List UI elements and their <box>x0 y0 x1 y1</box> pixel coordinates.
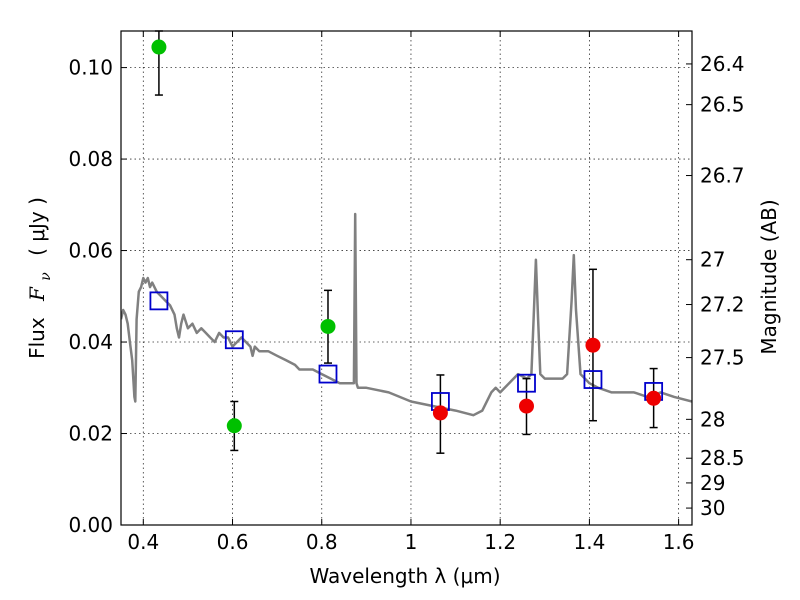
x-tick-label: 1.6 <box>663 530 695 554</box>
model-photometry-square <box>517 373 536 393</box>
right-tick-label: 27 <box>700 248 725 272</box>
y-axis-label-prefix: Flux <box>25 317 49 359</box>
right-tick-label: 30 <box>700 496 725 520</box>
model-spectrum <box>121 212 692 417</box>
red-data-point <box>646 390 662 406</box>
right-tick-label: 28 <box>700 407 725 431</box>
error-bars <box>154 30 658 454</box>
x-tick-label: 0.6 <box>217 530 249 554</box>
x-tick-label: 0.8 <box>306 530 338 554</box>
data-points <box>149 39 664 434</box>
x-tick-label: 1 <box>405 530 418 554</box>
right-tick-label: 27.5 <box>700 346 745 370</box>
green-data-point <box>226 418 242 434</box>
model-photometry-square <box>583 370 603 389</box>
y-tick-label: 0.06 <box>68 239 113 263</box>
y-tick-label: 0.08 <box>68 147 113 171</box>
model-spectrum-line <box>121 212 692 417</box>
y-axis-label-subscript: ν <box>38 272 54 281</box>
right-tick-label: 28.5 <box>700 446 745 470</box>
y-axis-label-right: Magnitude (AB) <box>757 199 781 354</box>
y-tick-label: 0.02 <box>68 422 113 446</box>
green-data-point <box>320 318 336 334</box>
y-axis-label-left: Flux F ν ( μJy ) <box>25 197 55 359</box>
x-tick-label: 1.4 <box>573 530 605 554</box>
model-photometry-square <box>224 330 244 350</box>
right-tick-label: 26.7 <box>700 164 745 188</box>
right-tick-label: 26.4 <box>700 52 745 76</box>
y-tick-label: 0.10 <box>68 56 113 80</box>
green-data-point <box>151 39 167 55</box>
x-tick-label: 1.2 <box>484 530 516 554</box>
x-tick-label: 0.4 <box>127 530 159 554</box>
model-photometry-square <box>149 291 169 311</box>
red-data-point <box>432 405 448 421</box>
right-tick-label: 29 <box>700 471 725 495</box>
y-axis-label-symbol: F <box>25 286 49 302</box>
y-tick-label: 0.00 <box>68 513 113 537</box>
right-tick-label: 27.2 <box>700 293 745 317</box>
right-tick-label: 26.5 <box>700 93 745 117</box>
grid <box>121 31 692 525</box>
red-data-point <box>585 337 601 353</box>
model-photometry-square <box>318 364 338 384</box>
plot-frame <box>120 30 693 526</box>
axis-ticks: 0.4 0.6 0.8 1 1.2 1.4 1.6 0.00 0.02 0.04 0.06 0.08 0… <box>68 31 745 554</box>
x-axis-label: Wavelength λ (μm) <box>309 564 500 588</box>
y-tick-label: 0.04 <box>68 330 113 354</box>
y-axis-label-unit: ( μJy ) <box>25 197 49 256</box>
red-data-point <box>518 398 534 414</box>
